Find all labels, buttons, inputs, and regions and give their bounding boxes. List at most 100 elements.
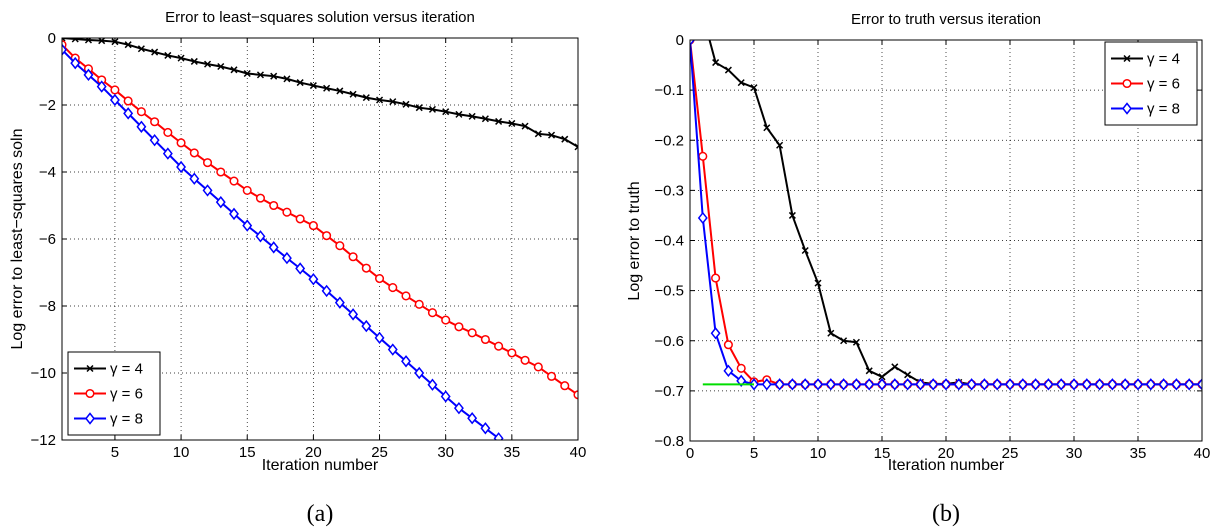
data-point — [217, 62, 225, 71]
data-point — [374, 273, 385, 284]
data-point — [70, 56, 81, 70]
data-point — [1043, 378, 1054, 391]
data-point — [546, 371, 557, 381]
data-point — [548, 131, 556, 139]
data-point — [801, 246, 809, 255]
y-tick-label: −0.3 — [654, 182, 684, 199]
data-point — [361, 263, 371, 273]
data-point — [136, 107, 146, 117]
axis-ticks: 5 10 15 20 25 30 35 40 0 −2 −4 −6 −8 −10 −12 — [31, 30, 587, 461]
data-point — [255, 230, 266, 243]
data-point — [336, 87, 344, 95]
y-tick-label: 0 — [48, 30, 56, 47]
chart-panel-a: Error to least−squares solution versus i… — [9, 9, 586, 527]
data-point — [928, 378, 939, 391]
legend-marker — [1122, 102, 1132, 115]
data-point — [335, 241, 345, 251]
x-axis-label: Iteration number — [262, 457, 379, 474]
data-point — [62, 38, 66, 42]
data-point — [574, 143, 578, 151]
data-point — [229, 207, 239, 221]
series-2 — [62, 40, 578, 400]
data-point — [736, 374, 747, 388]
data-point — [256, 71, 264, 79]
chart-title: Error to least−squares solution versus i… — [165, 9, 475, 26]
data-point — [295, 214, 305, 224]
plot-frame — [689, 39, 1203, 442]
legend-marker — [86, 364, 94, 373]
data-point — [763, 124, 771, 132]
data-point — [281, 251, 292, 265]
data-point — [852, 338, 860, 346]
x-tick-label: 35 — [504, 444, 521, 461]
data-point — [495, 117, 503, 125]
data-point — [534, 130, 542, 138]
data-point — [467, 412, 478, 425]
data-point — [915, 378, 926, 391]
legend-entry: γ = 4 — [1111, 51, 1180, 68]
plot-frame — [61, 37, 579, 441]
x-tick-label: 25 — [371, 444, 388, 461]
legend-marker — [1122, 78, 1132, 89]
x-tick-label: 15 — [874, 445, 891, 462]
data-point — [202, 158, 213, 168]
y-axis-label: Log error to truth — [626, 181, 643, 300]
data-point — [953, 378, 964, 391]
series-3 — [690, 40, 1202, 391]
data-point — [697, 211, 708, 225]
y-tick-label: −0.2 — [654, 132, 684, 149]
data-point — [1145, 378, 1156, 391]
data-point — [268, 241, 279, 254]
legend: γ = 4 γ = 6 γ = 8 — [67, 351, 161, 436]
data-point — [428, 105, 436, 113]
series-layer — [62, 38, 578, 440]
data-point — [321, 284, 332, 298]
data-point — [96, 80, 107, 93]
legend-entry: γ = 4 — [74, 361, 143, 378]
data-point — [1158, 378, 1169, 391]
data-point — [904, 371, 912, 379]
data-point — [827, 329, 835, 337]
x-tick-label: 30 — [437, 444, 454, 461]
data-point — [494, 341, 504, 351]
data-point — [401, 355, 411, 368]
legend-marker — [1123, 54, 1131, 63]
legend-box — [67, 351, 161, 436]
x-tick-label: 0 — [686, 445, 694, 462]
data-point — [348, 308, 359, 321]
y-tick-label: −0.7 — [654, 383, 684, 400]
data-point — [508, 119, 516, 127]
data-point — [878, 373, 886, 381]
y-tick-label: −10 — [31, 365, 56, 382]
legend-marker — [85, 388, 95, 399]
legend-entry: γ = 6 — [1111, 76, 1180, 93]
data-point — [877, 378, 887, 391]
data-point — [467, 328, 477, 338]
y-tick-label: −0.8 — [654, 433, 684, 450]
data-point — [1030, 378, 1041, 391]
x-tick-label: 10 — [173, 444, 190, 461]
data-point — [891, 363, 899, 371]
data-point — [322, 231, 332, 241]
chart-panel-b: Error to truth versus iteration Iteratio… — [626, 11, 1210, 527]
y-tick-label: −0.6 — [654, 333, 684, 350]
legend-label: γ = 6 — [110, 386, 143, 403]
data-point — [282, 207, 292, 217]
data-point — [507, 348, 517, 358]
data-point — [520, 355, 530, 365]
grid-lines — [62, 38, 578, 440]
data-point — [414, 366, 425, 380]
data-point — [521, 122, 529, 130]
data-point — [454, 322, 464, 332]
y-tick-label: −12 — [31, 432, 56, 449]
data-point — [1171, 378, 1182, 391]
data-point — [388, 283, 398, 293]
data-point — [334, 296, 345, 309]
data-point — [162, 147, 173, 160]
data-point — [712, 59, 720, 67]
legend-label: γ = 4 — [1147, 51, 1180, 68]
data-point — [560, 381, 570, 391]
data-point — [840, 337, 848, 345]
data-point — [1017, 378, 1028, 391]
data-point — [150, 117, 160, 127]
